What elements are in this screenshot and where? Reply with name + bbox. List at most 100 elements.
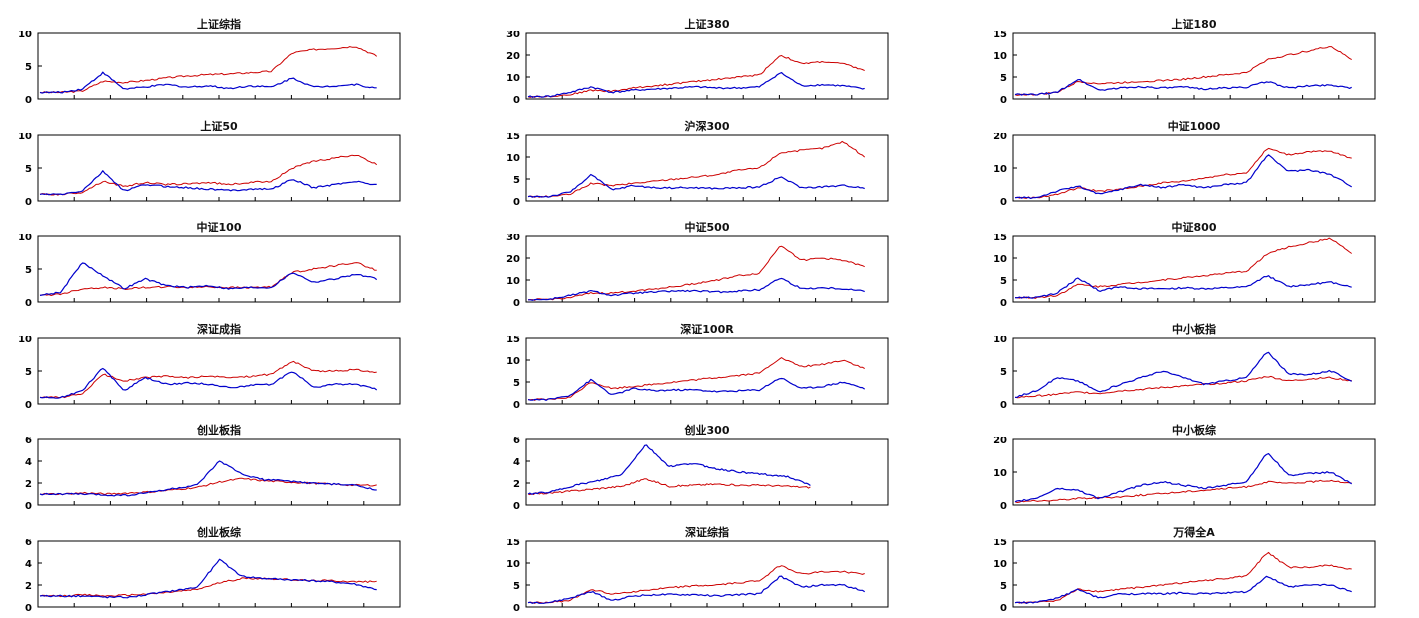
y-tick-label: 10 [506, 559, 520, 570]
series-line-blue [527, 71, 865, 98]
y-tick-label: 0 [513, 95, 520, 103]
series-line-blue [1014, 575, 1352, 604]
y-tick-label: 5 [25, 62, 32, 73]
y-tick-label: 0 [513, 603, 520, 611]
y-tick-label: 5 [513, 581, 520, 592]
plot-frame [1012, 235, 1376, 303]
series-line-red [1014, 375, 1352, 398]
y-tick-label: 5 [25, 367, 32, 378]
series-line-red [39, 46, 378, 94]
chart-title: 沪深300 [684, 119, 730, 133]
chart-title: 中证800 [1171, 221, 1217, 234]
y-tick-label: 6 [25, 539, 32, 548]
y-tick-label: 0 [25, 501, 32, 509]
series-line-blue [1014, 153, 1353, 199]
series-line-red [527, 245, 865, 301]
line-chart: 0 2 4 6 [25, 437, 401, 509]
y-tick-label: 5 [513, 378, 520, 389]
y-tick-label: 20 [993, 133, 1007, 142]
chart-title: 中证100 [196, 221, 242, 234]
y-tick-label: 15 [506, 336, 520, 345]
plot-frame [37, 438, 401, 506]
plot-frame [525, 540, 889, 607]
y-tick-label: 10 [993, 559, 1007, 570]
line-chart: 0 10 20 30 [506, 234, 889, 306]
series-line-blue [39, 558, 377, 598]
plot-frame [1012, 337, 1376, 404]
chart-title: 上证380 [684, 18, 730, 31]
plot-frame [37, 540, 401, 607]
line-chart: 0 5 10 15 [993, 31, 1376, 103]
chart-title: 创业300 [684, 424, 730, 437]
y-tick-label: 5 [1000, 367, 1007, 378]
line-chart: 0 10 20 [993, 133, 1376, 205]
line-chart: 0 2 4 6 [513, 437, 889, 509]
y-tick-label: 20 [506, 51, 520, 62]
line-chart: 0 10 20 30 [506, 31, 889, 103]
series-line-blue [39, 169, 377, 195]
line-chart: 0 5 10 15 [993, 539, 1376, 611]
line-chart: 0 5 10 [18, 31, 401, 103]
y-tick-label: 30 [506, 234, 520, 243]
y-tick-label: 0 [513, 501, 520, 509]
series-line-red [1014, 46, 1352, 96]
y-tick-label: 0 [25, 400, 32, 408]
chart-title: 上证50 [200, 119, 238, 133]
plot-frame [1012, 32, 1376, 100]
series-line-blue [1014, 275, 1352, 299]
y-tick-label: 0 [1000, 501, 1007, 509]
plot-frame [37, 32, 401, 100]
y-tick-label: 0 [513, 400, 520, 408]
line-chart: 0 5 10 15 [506, 539, 889, 611]
series-line-blue [527, 173, 865, 198]
y-tick-label: 10 [18, 336, 32, 345]
y-tick-label: 15 [993, 539, 1007, 548]
line-chart: 0 5 10 [993, 336, 1376, 408]
line-chart: 0 5 10 15 [506, 133, 889, 205]
chart-title: 中证1000 [1167, 119, 1221, 133]
y-tick-label: 0 [1000, 95, 1007, 103]
y-tick-label: 10 [993, 254, 1007, 265]
y-tick-label: 10 [506, 356, 520, 367]
series-line-red [527, 478, 811, 496]
series-line-blue [527, 574, 866, 604]
y-tick-label: 5 [1000, 581, 1007, 592]
chart-title: 万得全A [1173, 525, 1215, 539]
y-tick-label: 30 [506, 31, 520, 40]
y-tick-label: 10 [506, 153, 520, 164]
y-tick-label: 0 [513, 197, 520, 205]
chart-title: 中小板指 [1172, 322, 1216, 336]
series-line-blue [528, 277, 865, 301]
series-line-blue [39, 367, 378, 399]
series-line-red [1014, 479, 1352, 503]
y-tick-label: 15 [506, 539, 520, 548]
y-tick-label: 20 [506, 254, 520, 265]
series-line-blue [39, 262, 378, 296]
series-line-red [1014, 147, 1352, 199]
y-tick-label: 5 [1000, 276, 1007, 287]
y-tick-label: 15 [506, 133, 520, 142]
plot-frame [1012, 438, 1376, 506]
y-tick-label: 15 [993, 31, 1007, 40]
chart-title: 深证100R [680, 322, 734, 336]
y-tick-label: 0 [25, 95, 32, 103]
y-tick-label: 0 [25, 298, 32, 306]
y-tick-label: 5 [25, 164, 32, 175]
series-line-blue [527, 444, 811, 495]
y-tick-label: 0 [1000, 197, 1007, 205]
y-tick-label: 2 [25, 581, 32, 592]
y-tick-label: 4 [25, 559, 32, 570]
y-tick-label: 5 [1000, 73, 1007, 84]
y-tick-label: 10 [993, 468, 1007, 479]
line-chart: 0 10 20 [993, 437, 1376, 509]
series-line-red [1015, 237, 1352, 299]
y-tick-label: 10 [993, 51, 1007, 62]
series-line-red [39, 154, 378, 196]
chart-title: 中证500 [684, 221, 730, 234]
chart-title: 创业板综 [197, 525, 241, 539]
chart-title: 上证180 [1171, 18, 1217, 31]
y-tick-label: 10 [506, 276, 520, 287]
chart-title: 中小板综 [1172, 424, 1216, 437]
y-tick-label: 2 [513, 479, 520, 490]
